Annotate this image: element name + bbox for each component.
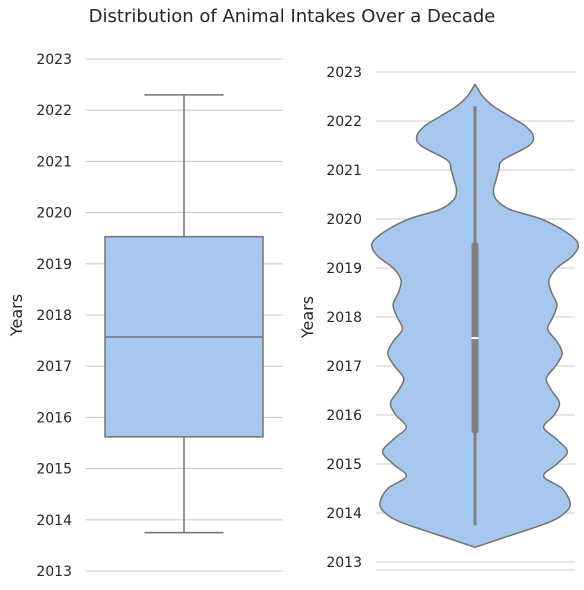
y-tick-label-2015: 2015 — [36, 462, 72, 478]
y-tick-label-2013: 2013 — [326, 555, 362, 571]
y-tick-label-2016: 2016 — [326, 408, 362, 424]
y-tick-label-2014: 2014 — [36, 513, 72, 529]
y-tick-label-2017: 2017 — [326, 359, 362, 375]
y-tick-label-2020: 2020 — [36, 206, 72, 222]
y-tick-label-2018: 2018 — [326, 310, 362, 326]
y-tick-label-2020: 2020 — [326, 212, 362, 228]
y-tick-label-2016: 2016 — [36, 410, 72, 426]
y-tick-label-2019: 2019 — [36, 257, 72, 273]
y-tick-label-2022: 2022 — [36, 103, 72, 119]
y-axis-label: Years — [7, 294, 26, 337]
chart-title: Distribution of Animal Intakes Over a De… — [88, 6, 496, 27]
y-tick-label-2022: 2022 — [326, 114, 362, 130]
y-tick-label-2017: 2017 — [36, 359, 72, 375]
y-tick-label-2021: 2021 — [326, 163, 362, 179]
y-tick-label-2015: 2015 — [326, 457, 362, 473]
y-tick-label-2019: 2019 — [326, 261, 362, 277]
y-axis-label: Years — [298, 296, 317, 339]
y-tick-label-2023: 2023 — [326, 65, 362, 81]
y-tick-label-2013: 2013 — [36, 564, 72, 580]
box-plot-panel: 2013 2014 2015 2016 2017 2018 2019 2020 2021 2022… — [7, 52, 283, 580]
y-tick-label-2021: 2021 — [36, 154, 72, 170]
y-tick-label-2018: 2018 — [36, 308, 72, 324]
y-tick-label-2023: 2023 — [36, 52, 72, 68]
violin-plot-panel: 2013 2014 2015 2016 2017 2018 2019 2020 2021 2022… — [298, 65, 580, 571]
y-tick-label-2014: 2014 — [326, 506, 362, 522]
